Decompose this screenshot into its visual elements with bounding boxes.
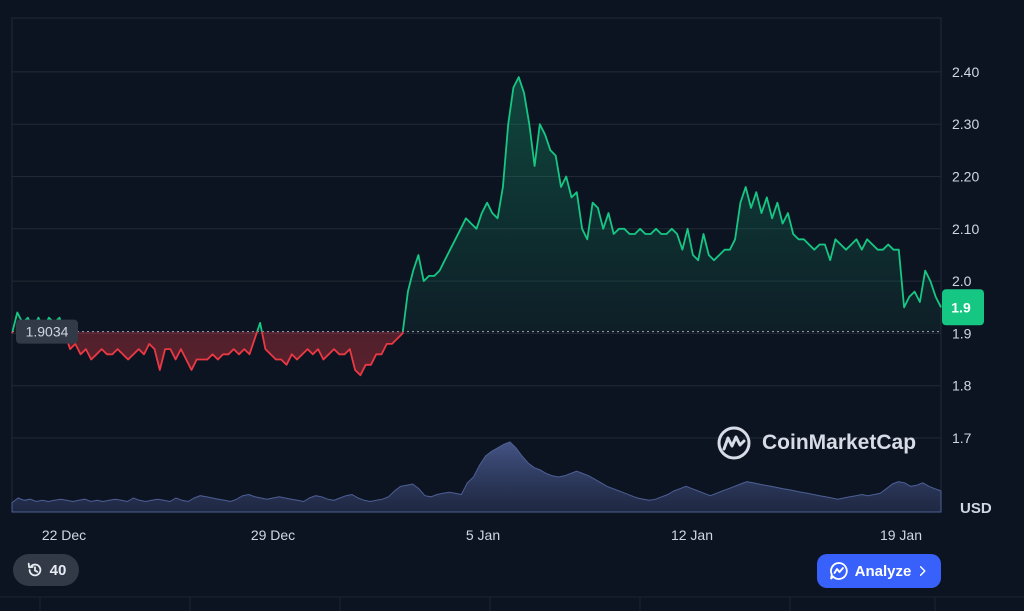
y-tick-label: 2.0 [952, 273, 972, 289]
analyze-button[interactable]: Analyze [817, 554, 941, 588]
price-line-up [11, 76, 942, 332]
baseline-badge-label: 1.9034 [26, 324, 69, 340]
current-price-label: 1.9 [951, 299, 971, 315]
analyze-chat-icon [829, 562, 848, 580]
coinmarketcap-watermark: CoinMarketCap [716, 424, 916, 462]
currency-unit-label: USD [960, 500, 992, 517]
y-tick-label: 2.10 [952, 221, 979, 237]
volume-area [11, 441, 942, 513]
volume-fill [11, 441, 942, 513]
chevron-right-icon [920, 566, 926, 576]
history-icon [27, 562, 41, 577]
y-tick-label: 2.20 [952, 169, 979, 185]
watermark-text: CoinMarketCap [762, 431, 917, 454]
coinmarketcap-logo-icon [717, 426, 751, 460]
x-axis: 22 Dec 29 Dec 5 Jan 12 Jan 19 Jan [42, 527, 922, 543]
y-tick-label: 1.9 [952, 325, 972, 341]
y-tick-label: 1.7 [952, 430, 972, 446]
price-area-up [12, 77, 941, 332]
y-tick-label: 1.8 [952, 378, 972, 394]
history-count: 40 [49, 561, 67, 579]
price-line-down [11, 331, 404, 377]
y-tick-label: 2.30 [952, 116, 979, 132]
analyze-label: Analyze [854, 562, 912, 580]
current-price-badge [942, 289, 984, 326]
x-tick-label: 22 Dec [42, 527, 86, 543]
x-tick-label: 5 Jan [466, 527, 500, 543]
price-series [11, 76, 942, 377]
x-tick-label: 12 Jan [671, 527, 713, 543]
price-badges: 1.9034 1.9 [16, 289, 984, 344]
x-tick-label: 19 Jan [880, 527, 922, 543]
x-tick-label: 29 Dec [251, 527, 295, 543]
history-button[interactable]: 40 [13, 554, 79, 586]
price-area-down [12, 331, 941, 376]
baseline-badge [16, 319, 78, 344]
y-tick-label: 2.40 [952, 64, 979, 80]
y-axis: 1.7 1.8 1.9 2.0 2.10 2.20 2.30 2.40 USD [952, 64, 992, 517]
